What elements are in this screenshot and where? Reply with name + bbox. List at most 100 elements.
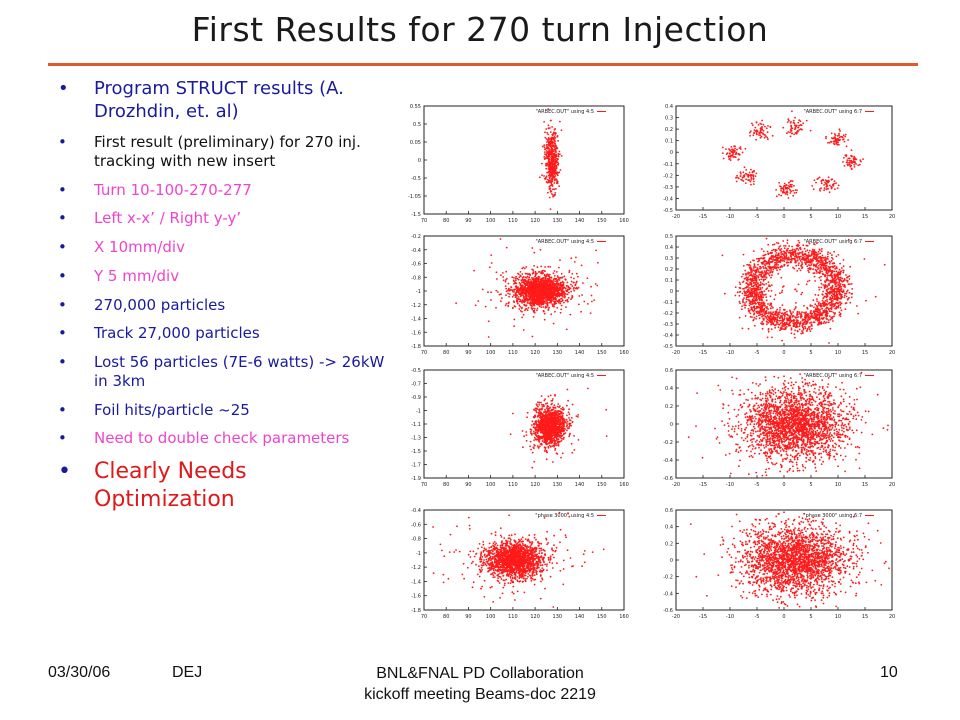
particle [834,267,837,270]
particle [551,157,554,160]
particle [820,187,822,190]
particle [775,311,777,313]
particle [772,243,774,246]
particle [790,328,793,331]
particle [568,269,571,272]
particle [516,302,519,305]
particle [786,264,789,267]
particle [824,183,827,185]
particle [764,125,766,128]
particle [495,271,498,274]
particle [831,285,834,288]
particle [769,125,772,128]
particle [775,195,778,198]
particle [743,166,746,169]
y-tick-label: -0.2 [663,173,673,179]
particle [751,124,754,127]
particle [838,311,841,314]
particle [529,287,532,290]
particle [548,140,550,143]
particle [551,283,553,286]
particle [776,317,779,319]
particle [852,160,855,163]
particle [828,191,831,194]
scatter-plot: 70 80 90 100 110 120 130 140 150 1600.550.50.050-… [408,104,629,224]
particle [772,317,775,319]
particle [556,161,559,164]
particle [500,274,502,277]
particle [552,150,555,153]
particle [798,241,801,244]
y-tick-label: 0.05 [410,140,421,146]
particle [770,305,773,308]
particle [837,184,840,187]
particle [534,271,537,274]
particle [786,188,789,190]
particle [816,242,818,245]
particle [520,307,523,310]
particle [796,320,799,323]
particle [844,279,846,281]
particle [829,184,831,187]
particle [801,263,804,265]
particle [794,329,796,332]
particle [786,132,788,135]
particle [796,311,799,314]
particle [798,262,800,264]
particle [513,291,515,293]
particle [799,120,802,123]
particle [521,276,524,279]
particle [722,157,725,160]
particle [796,316,798,319]
particle [536,295,539,297]
particle [542,309,545,312]
particle [500,300,502,303]
particle [797,245,799,248]
particle [839,262,841,265]
particle [738,147,741,150]
particle [752,287,754,290]
particle [838,314,841,316]
particle [550,156,553,159]
particle [762,283,765,286]
particle [553,270,556,272]
particle [750,279,753,282]
x-tick-label: -20 [672,214,680,220]
particle [563,292,565,294]
particle [549,266,552,268]
particle [564,278,567,281]
bullet-text: Clearly Needs Optimization [94,459,247,512]
particle [758,132,761,135]
particle [826,274,829,277]
particle [570,280,573,283]
particle [779,258,782,261]
particle [821,260,824,263]
particle [758,273,761,276]
particle [770,257,772,260]
particle [733,145,735,148]
particle [455,302,457,305]
particle [574,283,577,286]
particle [766,321,768,323]
particle [548,185,551,188]
particle [736,291,739,294]
particle [824,292,827,295]
particle [774,254,777,257]
particle [554,137,557,139]
particle [817,302,820,305]
particle [809,317,811,320]
particle [741,327,744,330]
particle [832,303,835,305]
particle [820,275,822,278]
particle [763,290,766,292]
particle [802,244,805,247]
particle [758,299,761,302]
particle [763,308,765,311]
particle [764,253,767,256]
particle [565,306,567,308]
particle [538,283,541,285]
particle [824,179,827,182]
particle [836,294,838,296]
particle [543,157,546,160]
particle [793,192,796,194]
